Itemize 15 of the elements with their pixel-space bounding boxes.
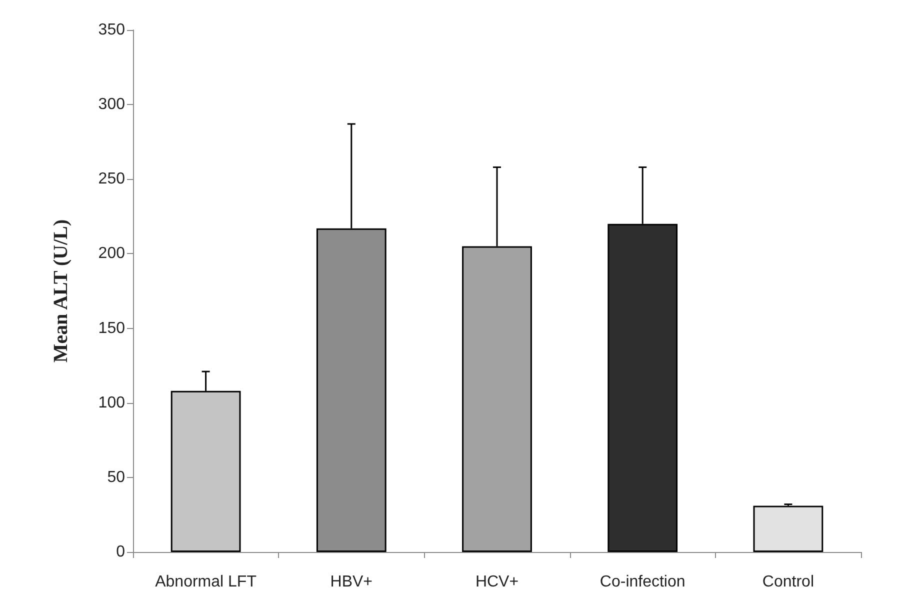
y-tick-label: 250 [98,170,126,188]
y-tick-label: 100 [98,394,126,412]
y-tick-label: 350 [98,22,126,38]
x-tick-label: Abnormal LFT [155,574,257,590]
y-tick-label: 300 [98,96,126,114]
y-tick-label: 200 [98,245,126,262]
y-tick-label: 0 [116,544,126,560]
y-tick-label: 150 [98,320,126,337]
y-tick-label: 50 [107,468,126,486]
x-tick-label: Control [762,574,814,590]
x-tick-label: HCV+ [475,574,519,590]
bar [753,506,824,552]
x-tick-label: Co-infection [600,574,686,590]
x-tick-label: HBV+ [330,574,373,590]
y-axis-title: Mean ALT (U/L) [50,219,72,363]
